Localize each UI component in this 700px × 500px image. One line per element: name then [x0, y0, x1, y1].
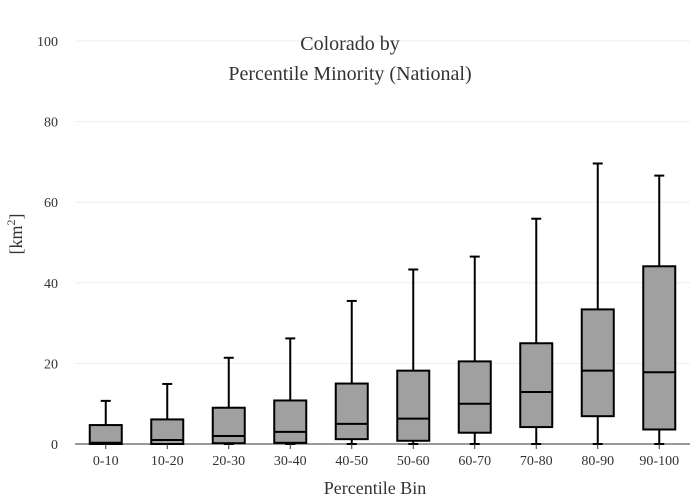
y-tick-label: 20	[44, 357, 58, 372]
box-80-90	[580, 162, 615, 445]
y-axis-label-superscript: 2	[4, 220, 18, 226]
iqr-box	[396, 369, 431, 442]
box-20-30	[211, 356, 246, 445]
y-axis-label-base: [km	[6, 226, 26, 255]
y-tick-label: 100	[37, 35, 58, 50]
y-tick-label: 0	[51, 438, 58, 453]
x-tick-label: 20-30	[212, 454, 245, 469]
box-40-50	[334, 299, 369, 445]
iqr-box	[457, 360, 492, 434]
x-tick-label: 0-10	[93, 454, 119, 469]
y-axis-label-close: ]	[6, 214, 26, 220]
box-0-10	[88, 399, 123, 445]
y-tick-label: 80	[44, 116, 58, 131]
y-axis-label: [km2]	[4, 214, 26, 255]
box-70-80	[519, 217, 554, 445]
box-90-100	[642, 174, 677, 445]
x-tick-label: 70-80	[520, 454, 553, 469]
iqr-box	[580, 308, 615, 418]
box-50-60	[396, 268, 431, 445]
y-tick-label: 60	[44, 196, 58, 211]
x-axis-label: Percentile Bin	[324, 478, 426, 498]
box-60-70	[457, 255, 492, 445]
box-10-20	[150, 382, 185, 445]
x-tick-label: 10-20	[151, 454, 184, 469]
chart-title-line1: Colorado by	[300, 33, 399, 55]
y-tick-label: 40	[44, 277, 58, 292]
x-tick-label: 40-50	[335, 454, 368, 469]
iqr-box	[334, 382, 369, 441]
x-tick-label: 50-60	[397, 454, 430, 469]
iqr-box	[211, 406, 246, 445]
chart-title-line2: Percentile Minority (National)	[228, 63, 471, 85]
x-tick-label: 90-100	[639, 454, 679, 469]
iqr-box	[88, 424, 123, 445]
ticks-layer: 0 20 40 60 80 100 0-10 10-20 20-30 30-40 40-50 50-6…	[37, 35, 679, 469]
x-tick-label: 30-40	[274, 454, 307, 469]
iqr-box	[642, 265, 677, 431]
iqr-box	[273, 399, 308, 444]
box-30-40	[273, 337, 308, 445]
x-tick-label: 80-90	[581, 454, 614, 469]
iqr-box	[519, 342, 554, 429]
x-tick-label: 60-70	[458, 454, 491, 469]
boxes-layer	[88, 162, 677, 445]
